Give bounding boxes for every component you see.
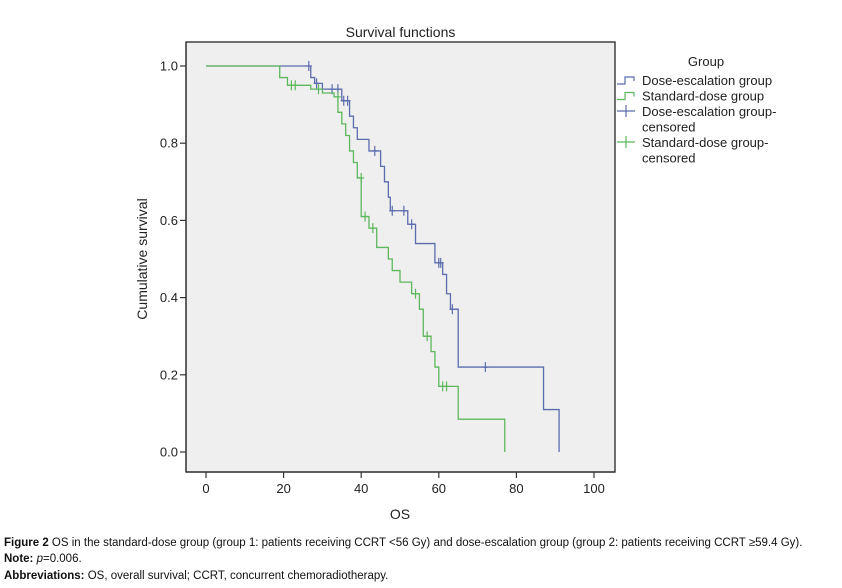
y-tick-label: 1.0 — [160, 59, 178, 74]
censor-mark — [362, 211, 369, 222]
x-axis-title: OS — [390, 506, 410, 522]
x-axis-ticks: 0 20 40 60 80 100 — [202, 472, 605, 496]
figure-caption: Figure 2 OS in the standard-dose group (… — [4, 537, 802, 549]
censor-mark — [400, 205, 407, 216]
censor-mark — [369, 223, 376, 234]
censor-mark — [408, 219, 415, 230]
censor-mark — [334, 91, 341, 102]
y-tick-label: 0.0 — [160, 445, 178, 460]
legend-item-dose-escalation-group-censored: Dose-escalation group-censored — [617, 104, 776, 135]
plot-area — [185, 41, 616, 473]
survival-curve-dose-escalation-group — [206, 65, 560, 452]
survival-curve-standard-dose-group — [206, 65, 506, 452]
legend-title: Group — [688, 54, 724, 69]
series-layer — [206, 61, 560, 452]
x-tick-label: 0 — [202, 481, 209, 496]
legend-step-icon — [617, 91, 635, 101]
legend: Group Dose-escalation groupStandard-dose… — [617, 54, 776, 166]
x-tick-label: 60 — [432, 481, 446, 496]
x-tick-label: 80 — [509, 481, 523, 496]
censor-mark — [292, 80, 299, 91]
censor-mark — [305, 61, 312, 71]
figure-label: Figure 2 — [4, 537, 49, 549]
legend-label: censored — [642, 120, 695, 135]
figure-caption-text: OS in the standard-dose group (group 1: … — [48, 537, 803, 549]
legend-label: Dose-escalation group — [642, 73, 772, 88]
y-tick-label: 0.4 — [160, 290, 178, 305]
censor-mark — [371, 145, 378, 156]
y-tick-label: 0.2 — [160, 367, 178, 382]
abbreviations-label: Abbreviations: — [4, 570, 85, 582]
legend-label: Standard-dose group- — [642, 135, 768, 150]
censor-mark — [344, 95, 351, 106]
note-label: Note: — [4, 553, 34, 565]
series-standard-dose-group — [206, 65, 506, 452]
y-tick-label: 0.8 — [160, 136, 178, 151]
abbreviations-text: OS, overall survival; CCRT, concurrent c… — [84, 570, 389, 582]
y-tick-label: 0.6 — [160, 213, 178, 228]
censor-mark — [358, 172, 365, 183]
censor-mark — [482, 362, 489, 373]
censor-mark — [424, 331, 431, 342]
chart-title: Survival functions — [346, 24, 456, 40]
legend-item-standard-dose-group-censored: Standard-dose group-censored — [617, 135, 768, 166]
censor-mark — [315, 84, 322, 95]
legend-step-icon — [617, 76, 635, 85]
censor-mark — [313, 78, 320, 89]
note-p-symbol: p — [33, 553, 43, 565]
censor-mark — [443, 381, 450, 392]
censor-mark — [437, 257, 444, 268]
censor-mark — [449, 304, 456, 315]
x-tick-label: 40 — [354, 481, 368, 496]
y-axis-title: Cumulative survival — [134, 198, 150, 319]
y-axis-ticks: 0.0 0.2 0.4 0.6 0.8 1.0 — [160, 59, 186, 460]
legend-label: Dose-escalation group- — [642, 104, 776, 119]
legend-item-standard-dose-group: Standard-dose group — [617, 89, 764, 104]
note-line: Note: p=0.006. — [4, 553, 82, 565]
censor-mark — [412, 288, 419, 299]
survival-chart: Survival functions OS Cumulative surviva… — [134, 24, 776, 522]
note-p-value: =0.006. — [42, 553, 82, 565]
censor-mark — [389, 205, 396, 216]
legend-label: Standard-dose group — [642, 89, 764, 104]
legend-label: censored — [642, 151, 695, 166]
x-tick-label: 100 — [583, 481, 605, 496]
abbreviations-line: Abbreviations: OS, overall survival; CCR… — [4, 570, 388, 582]
x-tick-label: 20 — [276, 481, 290, 496]
legend-item-dose-escalation-group: Dose-escalation group — [617, 73, 772, 88]
